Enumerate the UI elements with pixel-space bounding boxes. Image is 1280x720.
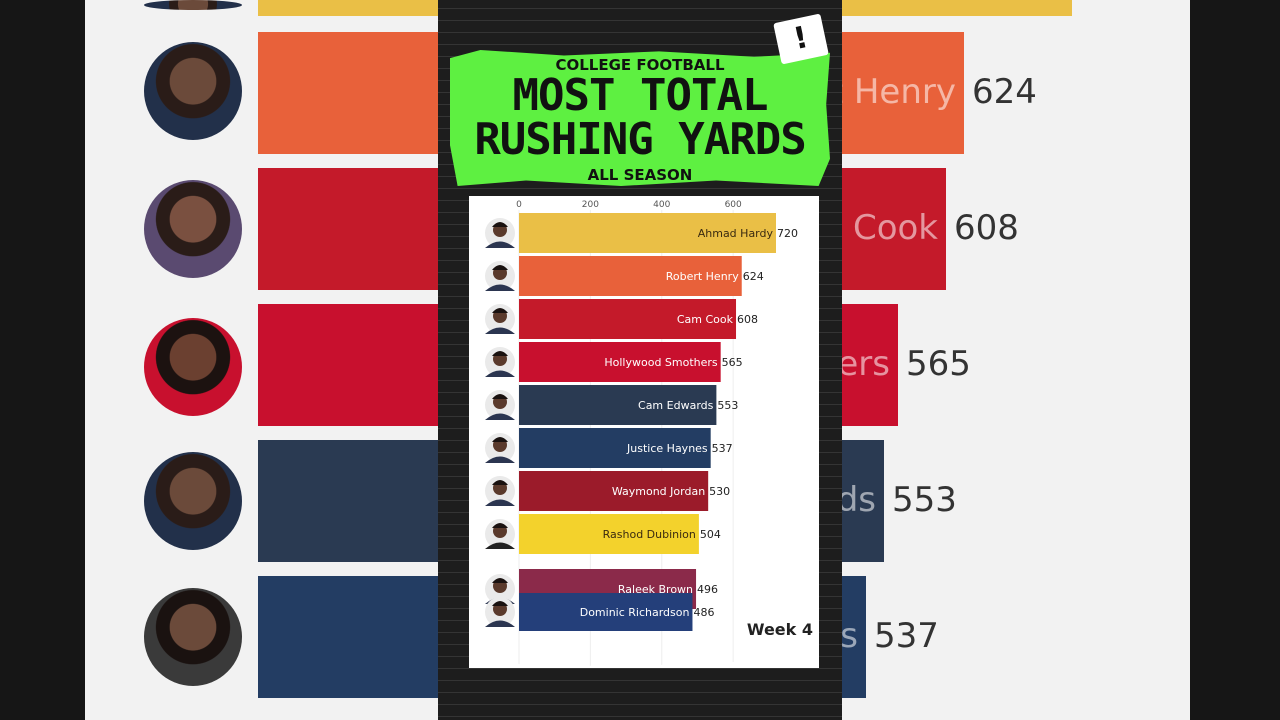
player-avatar-hair <box>492 222 508 227</box>
background-bar-value: 608 <box>954 208 1019 248</box>
player-avatar-hair <box>492 308 508 313</box>
bar <box>519 385 717 425</box>
week-label: Week 4 <box>746 620 813 639</box>
panel-texture-line <box>438 668 842 669</box>
bar-value: 486 <box>693 606 714 619</box>
background-bar-value: 553 <box>892 480 957 520</box>
panel-texture-line <box>438 8 842 9</box>
bar-label: Robert Henry <box>666 270 739 283</box>
player-avatar-body <box>485 284 515 291</box>
panel-texture-line <box>438 32 842 33</box>
x-tick-label: 0 <box>516 200 522 210</box>
panel-texture-line <box>438 692 842 693</box>
player-avatar-hair <box>492 265 508 270</box>
player-avatar-body <box>485 370 515 377</box>
kicker-text: COLLEGE FOOTBALL <box>555 56 725 74</box>
title-banner: COLLEGE FOOTBALL MOST TOTAL RUSHING YARD… <box>450 50 830 186</box>
player-avatar-hair <box>492 523 508 528</box>
background-bar-label: s <box>840 616 858 656</box>
bar-label: Cam Edwards <box>638 399 714 412</box>
player-avatar-hair <box>492 351 508 356</box>
bar <box>519 342 721 382</box>
player-avatar-body <box>485 620 515 627</box>
chart-card: 0 200 400 600 Ahmad Hardy 720 Robert Henry 624 C… <box>469 196 819 668</box>
bar-value: 624 <box>743 270 764 283</box>
background-avatar <box>144 318 242 416</box>
bar <box>519 213 776 253</box>
background-avatar <box>144 180 242 278</box>
title-line-2: RUSHING YARDS <box>474 114 806 165</box>
bar-value: 496 <box>697 583 718 596</box>
panel-texture-line <box>438 20 842 21</box>
bar-value: 608 <box>737 313 758 326</box>
panel-texture-line <box>438 44 842 45</box>
player-avatar-body <box>485 241 515 248</box>
player-avatar-body <box>485 456 515 463</box>
bar-label: Dominic Richardson <box>580 606 690 619</box>
panel-texture-line <box>438 188 842 189</box>
background-torn-edge-right <box>1190 0 1280 720</box>
panel-texture-line <box>438 680 842 681</box>
player-avatar-hair <box>492 578 508 583</box>
background-torn-edge-left <box>0 0 90 720</box>
bar-label: Waymond Jordan <box>612 485 705 498</box>
bar-value: 553 <box>717 399 738 412</box>
bar <box>519 514 699 554</box>
bar-label: Justice Haynes <box>626 442 708 455</box>
bar <box>519 299 737 339</box>
bar <box>519 593 693 631</box>
background-avatar <box>144 588 242 686</box>
background-avatar <box>144 0 242 10</box>
x-tick-label: 400 <box>653 200 670 210</box>
bar-label: Rashod Dubinion <box>603 528 696 541</box>
x-tick-label: 600 <box>725 200 742 210</box>
background-bar-value: 624 <box>972 72 1037 112</box>
player-avatar-body <box>485 542 515 549</box>
bar-label: Cam Cook <box>677 313 734 326</box>
player-avatar-hair <box>492 601 508 606</box>
player-avatar-hair <box>492 480 508 485</box>
background-avatar <box>144 452 242 550</box>
card-torn-edge <box>469 661 819 668</box>
subtitle-text: ALL SEASON <box>587 166 693 184</box>
panel-texture-line <box>438 716 842 717</box>
panel-texture-line <box>438 704 842 705</box>
player-avatar-body <box>485 499 515 506</box>
background-bar-value: 565 <box>906 344 971 384</box>
bar <box>519 256 742 296</box>
bar-value: 537 <box>712 442 733 455</box>
bar-value: 720 <box>777 227 798 240</box>
player-avatar-hair <box>492 394 508 399</box>
bar-chart: 0 200 400 600 Ahmad Hardy 720 Robert Henry 624 C… <box>469 200 819 668</box>
background-bar-label: t Henry <box>829 72 956 112</box>
background-avatar <box>144 42 242 140</box>
bar-value: 504 <box>700 528 721 541</box>
title-line-1: MOST TOTAL <box>512 70 769 121</box>
bar <box>519 428 711 468</box>
bar-label: Ahmad Hardy <box>698 227 774 240</box>
bar-value: 565 <box>722 356 743 369</box>
x-tick-label: 200 <box>582 200 599 210</box>
background-bar-value: 537 <box>874 616 939 656</box>
bar-label: Hollywood Smothers <box>604 356 718 369</box>
bar-value: 530 <box>709 485 730 498</box>
background-bar-label: ds <box>836 480 876 520</box>
player-avatar-body <box>485 327 515 334</box>
player-avatar-hair <box>492 437 508 442</box>
bar <box>519 471 709 511</box>
background-bar-label: ers <box>837 344 890 384</box>
bar-label: Raleek Brown <box>618 583 693 596</box>
player-avatar-body <box>485 413 515 420</box>
